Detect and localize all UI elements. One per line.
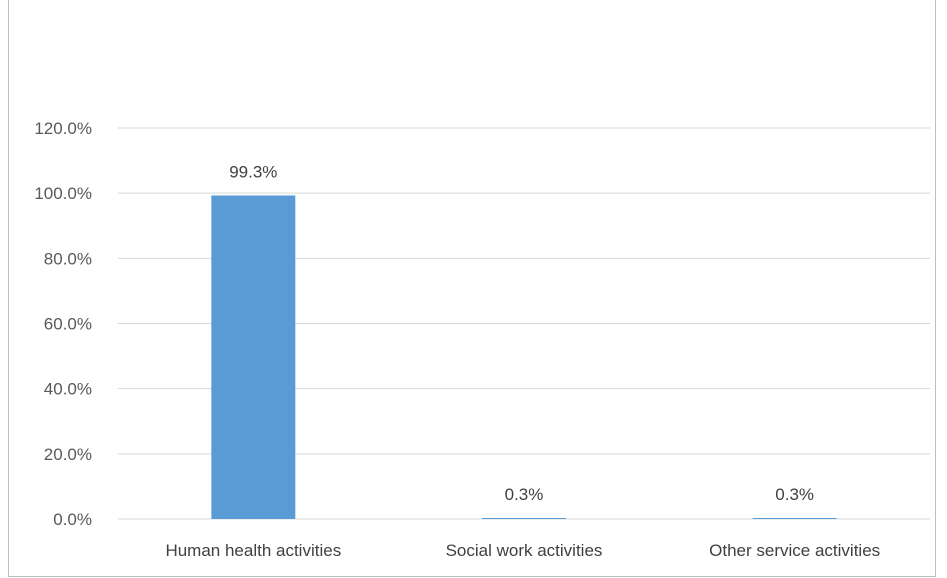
y-tick-label: 20.0%: [44, 445, 92, 464]
y-tick-label: 120.0%: [34, 119, 92, 138]
data-label: 0.3%: [505, 485, 544, 504]
y-tick-label: 100.0%: [34, 184, 92, 203]
data-label: 0.3%: [775, 485, 814, 504]
x-category-label: Other service activities: [709, 541, 880, 560]
y-tick-label: 40.0%: [44, 380, 92, 399]
y-tick-label: 60.0%: [44, 315, 92, 334]
x-category-label: Human health activities: [165, 541, 341, 560]
bar: [752, 518, 837, 519]
data-label: 99.3%: [229, 162, 277, 181]
y-tick-label: 0.0%: [53, 510, 92, 529]
bar: [211, 195, 296, 519]
bar: [482, 518, 566, 519]
x-category-label: Social work activities: [446, 541, 603, 560]
y-tick-label: 80.0%: [44, 249, 92, 268]
chart-area: [8, 0, 936, 577]
